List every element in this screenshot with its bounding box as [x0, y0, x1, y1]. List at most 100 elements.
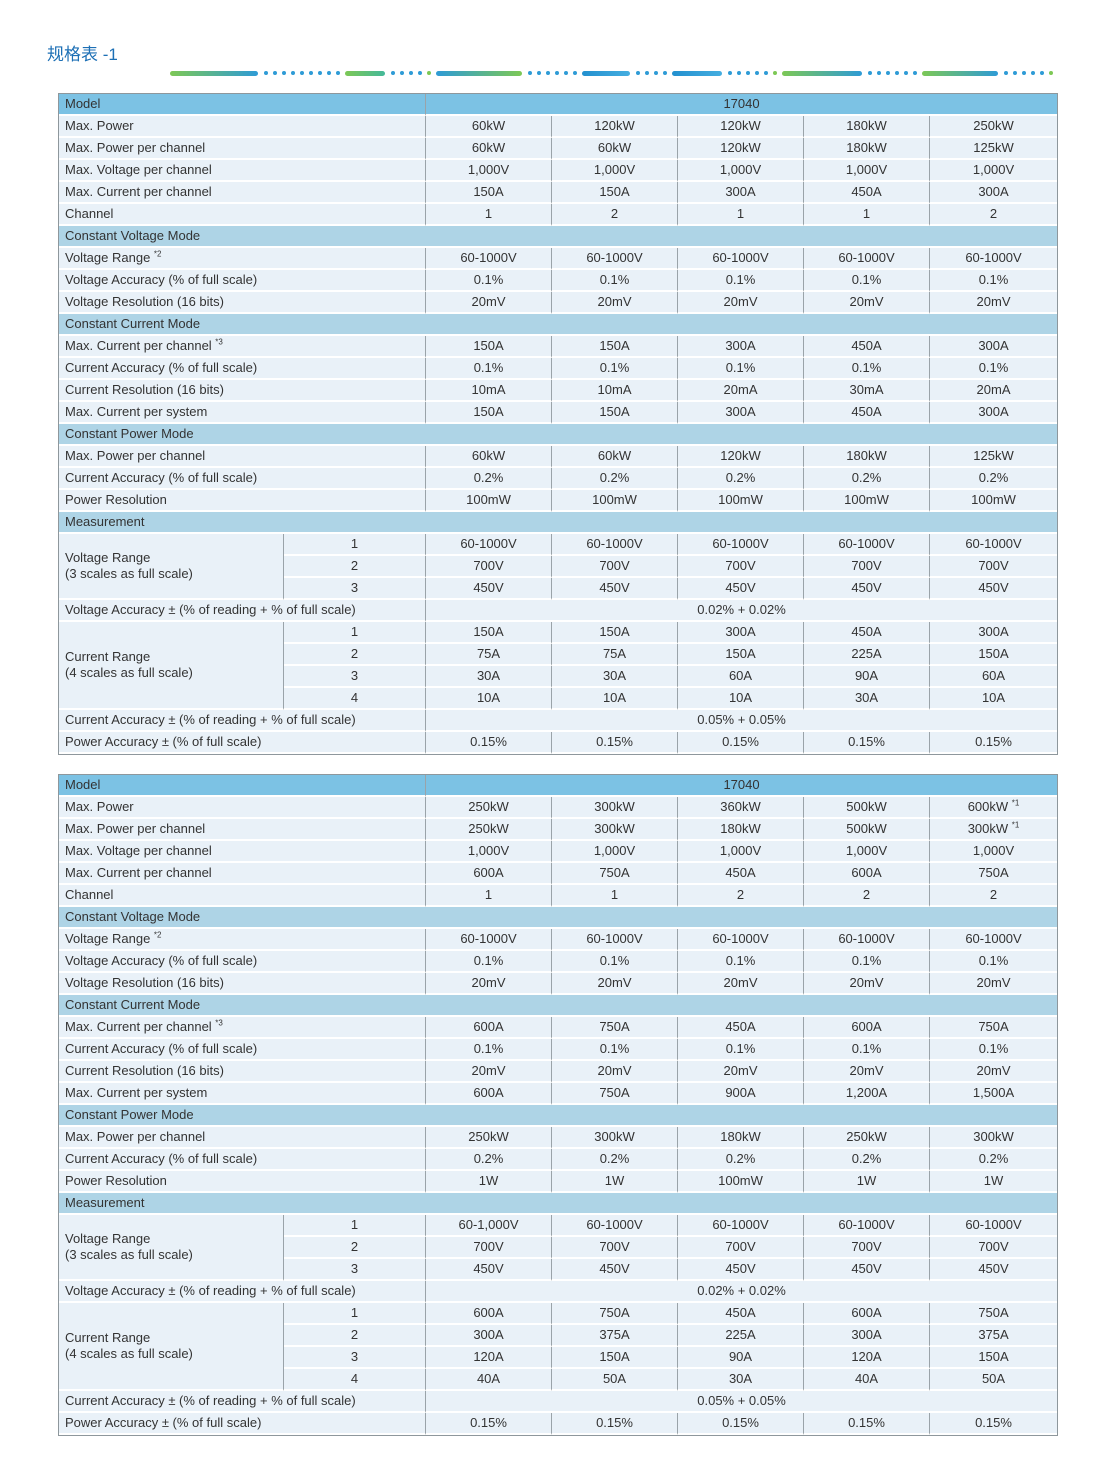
spec-value: 150A	[426, 336, 553, 358]
spec-value: 1W	[426, 1171, 553, 1193]
table-row: Power Accuracy ± (% of full scale) 0.15% 0…	[59, 1413, 1058, 1435]
row-label: Current Accuracy ± (% of reading + % of …	[59, 710, 427, 732]
spec-value: 300kW *1	[930, 819, 1058, 841]
row-label: Power Resolution	[59, 490, 427, 512]
spec-value: 0.05% + 0.05%	[426, 1391, 1058, 1413]
spec-value: 50A	[552, 1369, 679, 1391]
row-label: Max. Current per channel	[59, 182, 427, 204]
divider-dot	[1040, 71, 1044, 75]
spec-value: 0.1%	[552, 1039, 679, 1061]
spec-value: 0.15%	[804, 732, 931, 754]
spec-value: 150A	[678, 644, 805, 666]
spec-value: 300kW	[930, 1127, 1058, 1149]
page-title: 规格表 -1	[47, 45, 118, 64]
spec-value: 60-1000V	[426, 248, 553, 270]
spec-value: 250kW	[930, 116, 1058, 138]
spec-value: 0.1%	[552, 951, 679, 973]
row-label: Current Range (4 scales as full scale)	[59, 1303, 284, 1391]
spec-value: 0.2%	[930, 1149, 1058, 1171]
spec-value: 2	[930, 885, 1058, 907]
table-row: Max. Power per channel 60kW 60kW 120kW 180kW…	[59, 446, 1058, 468]
spec-value: 0.2%	[678, 1149, 805, 1171]
table-row: Max. Current per channel 600A 750A 450A 600A…	[59, 863, 1058, 885]
spec-value: 0.1%	[426, 358, 553, 380]
spec-value: 60-1000V	[804, 1215, 931, 1237]
row-label: Max. Current per system	[59, 402, 427, 424]
divider-dot	[764, 71, 768, 75]
row-label: Channel	[59, 885, 427, 907]
table-row: Current Resolution (16 bits) 10mA 10mA 20mA…	[59, 380, 1058, 402]
divider-dot	[895, 71, 899, 75]
spec-value: 0.02% + 0.02%	[426, 1281, 1058, 1303]
table-row: Current Range (4 scales as full scale) 1 60…	[59, 1303, 1058, 1391]
spec-value: 120A	[426, 1347, 553, 1369]
scale-number: 2	[284, 1325, 427, 1347]
spec-value: 60-1000V	[552, 929, 679, 951]
divider-dot	[913, 71, 917, 75]
spec-value: 150A	[552, 182, 679, 204]
spec-value: 20mV	[804, 973, 931, 995]
model-label: Model	[59, 775, 427, 797]
spec-value: 125kW	[930, 138, 1058, 160]
table-row: Constant Power Mode	[59, 1105, 1058, 1127]
row-label: Voltage Accuracy ± (% of reading + % of …	[59, 1281, 427, 1303]
spec-value: 0.1%	[552, 358, 679, 380]
divider-dot	[528, 71, 532, 75]
spec-value: 120kW	[678, 116, 805, 138]
row-label: Current Accuracy (% of full scale)	[59, 468, 427, 490]
spec-value: 1,000V	[930, 160, 1058, 182]
spec-value: 700V	[552, 556, 679, 578]
table-row: Current Resolution (16 bits) 20mV 20mV 20mV…	[59, 1061, 1058, 1083]
divider-dot	[282, 71, 286, 75]
table-row: 2 700V 700V 700V 700V 700V	[59, 1237, 1058, 1259]
table-row: Voltage Resolution (16 bits) 20mV 20mV 20mV…	[59, 292, 1058, 314]
decorative-divider	[170, 70, 1056, 76]
table-row: Current Accuracy ± (% of reading + % of …	[59, 710, 1058, 732]
divider-dot	[273, 71, 277, 75]
spec-value: 60-1000V	[804, 929, 931, 951]
table-row: Channel 1 1 2 2 2	[59, 885, 1058, 907]
scale-number: 1	[284, 622, 427, 644]
spec-value: 250kW	[804, 1127, 931, 1149]
spec-value: 0.1%	[804, 951, 931, 973]
row-label: Max. Power	[59, 116, 427, 138]
table-row: Max. Voltage per channel 1,000V 1,000V 1,00…	[59, 841, 1058, 863]
spec-value: 0.1%	[804, 1039, 931, 1061]
spec-value: 120kW	[678, 138, 805, 160]
spec-value: 250kW	[426, 1127, 553, 1149]
scale-number: 4	[284, 688, 427, 710]
spec-value: 60-1000V	[678, 248, 805, 270]
spec-value: 600A	[804, 1303, 931, 1325]
table-row: Power Resolution 100mW 100mW 100mW 100mW 100m…	[59, 490, 1058, 512]
spec-value: 20mV	[804, 1061, 931, 1083]
spec-value: 1W	[804, 1171, 931, 1193]
spec-value: 20mA	[678, 380, 805, 402]
spec-table-2: Model 17040 Max. Power 250kW 300kW 360kW 500kW…	[58, 774, 1059, 1436]
spec-value: 750A	[552, 1017, 679, 1039]
divider-dot	[746, 71, 750, 75]
spec-value: 150A	[552, 622, 679, 644]
spec-value: 700V	[930, 1237, 1058, 1259]
spec-value: 2	[678, 885, 805, 907]
spec-value: 10A	[930, 688, 1058, 710]
spec-value: 0.15%	[426, 732, 553, 754]
row-label: Voltage Range *2	[59, 248, 427, 270]
spec-value: 900A	[678, 1083, 805, 1105]
spec-value: 2	[930, 204, 1058, 226]
section-header: Measurement	[59, 512, 1058, 534]
table-row: 4 40A 50A 30A 40A 50A	[59, 1369, 1058, 1391]
divider-dot	[773, 71, 777, 75]
table-row: Constant Voltage Mode	[59, 226, 1058, 248]
table-row: Max. Current per system 600A 750A 900A 1,200…	[59, 1083, 1058, 1105]
spec-value: 750A	[930, 1017, 1058, 1039]
row-label: Current Resolution (16 bits)	[59, 1061, 427, 1083]
spec-value: 750A	[552, 863, 679, 885]
spec-value: 180kW	[804, 138, 931, 160]
divider-dot	[264, 71, 268, 75]
spec-value: 150A	[426, 182, 553, 204]
spec-value: 20mV	[930, 292, 1058, 314]
spec-value: 0.1%	[804, 270, 931, 292]
scale-number: 2	[284, 556, 427, 578]
spec-value: 600A	[426, 1083, 553, 1105]
table-row: 3 450V 450V 450V 450V 450V	[59, 1259, 1058, 1281]
